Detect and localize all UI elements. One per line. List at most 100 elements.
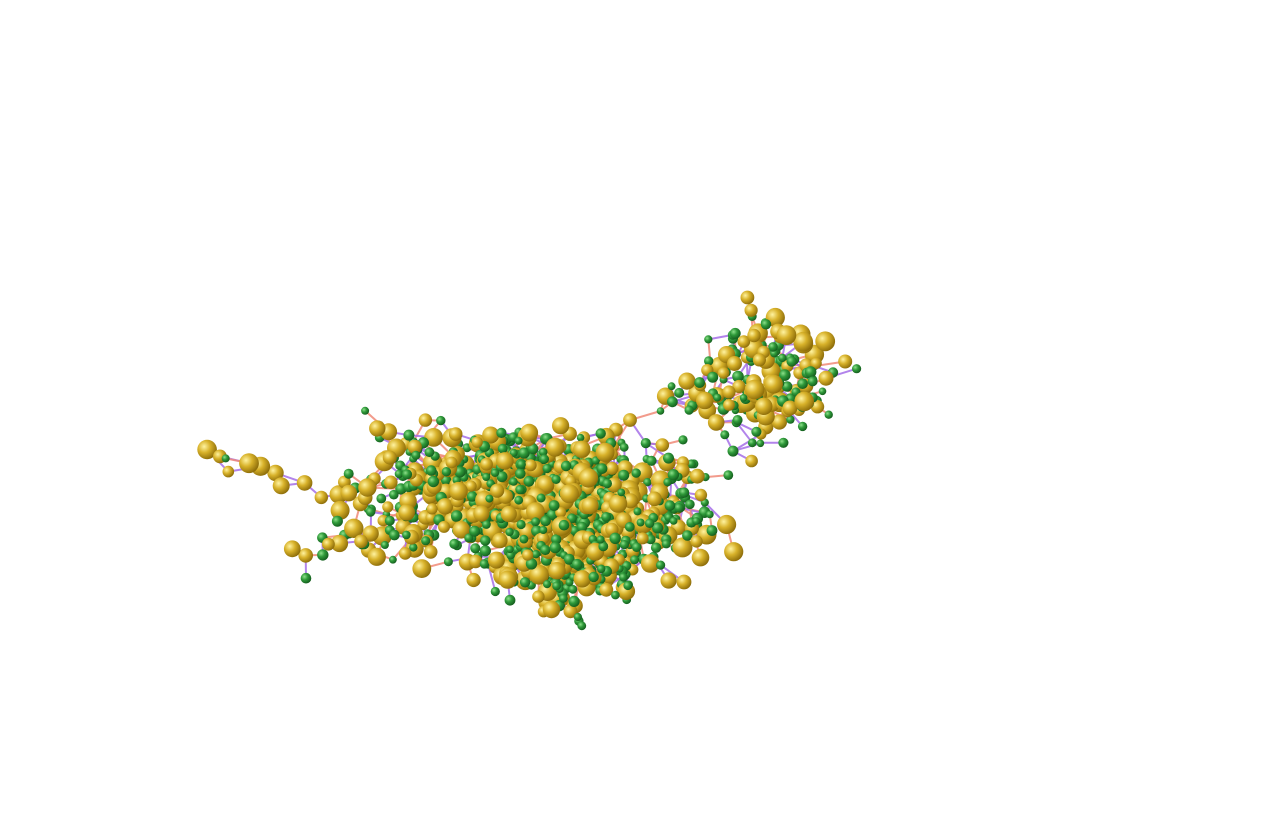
node-green — [518, 447, 530, 459]
node-gold — [793, 331, 813, 352]
node-green — [523, 475, 535, 487]
node-green — [300, 572, 312, 584]
node-gold — [694, 488, 708, 502]
node-green — [630, 555, 640, 565]
node-green — [705, 510, 714, 519]
node-green — [509, 477, 518, 486]
node-gold — [398, 504, 415, 521]
node-green — [704, 356, 714, 366]
node-green — [633, 507, 642, 516]
node-green — [656, 407, 665, 415]
node-green — [661, 539, 671, 549]
node-gold — [732, 379, 746, 394]
node-green — [720, 430, 730, 440]
node-gold — [776, 325, 797, 345]
node-gold — [449, 481, 468, 501]
node-green — [514, 495, 524, 505]
node-green — [617, 488, 626, 497]
node-green — [596, 463, 608, 474]
node-gold — [272, 477, 290, 495]
node-green — [713, 393, 722, 402]
node-gold — [542, 600, 561, 619]
node-gold — [737, 335, 751, 348]
node-gold — [492, 532, 508, 549]
node-gold — [398, 547, 412, 560]
node-green — [560, 460, 572, 472]
node-green — [490, 586, 500, 597]
node-green — [684, 405, 694, 415]
node-green — [618, 469, 630, 481]
node-green — [389, 489, 399, 500]
node-gold — [717, 514, 737, 535]
node-gold — [655, 438, 670, 452]
node-green — [443, 557, 453, 567]
node-green — [682, 530, 693, 541]
node-green — [588, 571, 599, 583]
node-gold — [526, 502, 545, 522]
node-gold — [552, 417, 570, 435]
node-green — [591, 456, 600, 465]
node-green — [490, 468, 500, 477]
node-green — [411, 450, 421, 460]
node-gold — [599, 582, 614, 597]
node-green — [441, 467, 452, 477]
node-gold — [660, 572, 677, 589]
node-green — [506, 550, 515, 560]
node-green — [515, 484, 525, 495]
node-green — [515, 468, 526, 479]
node-gold — [676, 574, 692, 590]
node-gold — [382, 450, 397, 465]
node-green — [692, 517, 701, 525]
node-gold — [448, 427, 463, 441]
node-green — [482, 473, 491, 481]
node-gold — [537, 475, 555, 493]
node-green — [514, 436, 523, 445]
node-gold — [794, 391, 814, 412]
node-green — [619, 540, 630, 550]
node-green — [479, 545, 491, 557]
node-gold — [466, 572, 481, 588]
node-gold — [707, 414, 725, 431]
node-green — [516, 519, 526, 530]
node-gold — [815, 331, 836, 352]
node-green — [506, 545, 514, 554]
node-green — [778, 437, 789, 448]
node-green — [543, 580, 552, 589]
node-gold — [471, 436, 483, 448]
node-green — [509, 448, 518, 457]
node-green — [540, 515, 551, 527]
node-green — [598, 541, 609, 552]
node-green — [667, 382, 676, 391]
node-gold — [678, 372, 696, 390]
node-gold — [810, 357, 822, 369]
node-gold — [559, 484, 580, 504]
node-green — [807, 376, 818, 387]
node-green — [667, 469, 680, 481]
node-green — [576, 433, 585, 442]
node-green — [496, 427, 507, 438]
node-green — [389, 529, 400, 541]
node-gold — [480, 457, 493, 471]
node-green — [601, 512, 612, 522]
node-gold — [340, 484, 358, 502]
node-green — [707, 371, 719, 383]
node-gold — [496, 452, 514, 470]
node-gold — [573, 440, 591, 458]
node-gold — [672, 537, 693, 558]
node-green — [496, 471, 508, 483]
node-green — [380, 541, 389, 549]
node-gold — [298, 548, 314, 563]
node-green — [779, 369, 791, 381]
node-green — [376, 493, 387, 504]
node-gold — [412, 559, 432, 578]
node-gold — [752, 353, 767, 367]
node-gold — [438, 520, 450, 533]
node-green — [551, 474, 561, 484]
node-green — [436, 415, 446, 426]
node-gold — [267, 464, 284, 482]
node-green — [747, 438, 757, 448]
node-green — [221, 454, 230, 463]
node-green — [678, 487, 690, 498]
node-green — [482, 520, 491, 529]
node-green — [706, 525, 718, 536]
